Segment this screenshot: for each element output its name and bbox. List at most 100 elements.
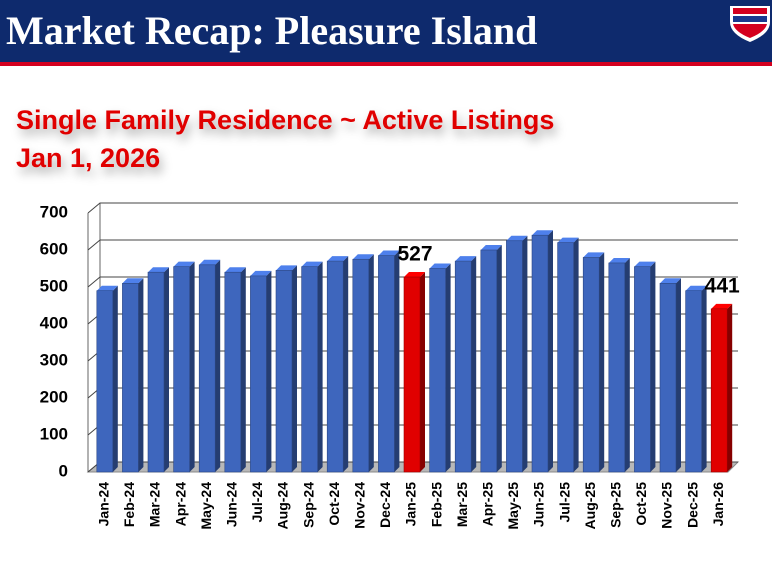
bar <box>608 262 626 473</box>
x-tick-label: Sep-25 <box>608 482 624 528</box>
bar <box>301 266 318 473</box>
y-tick-label: 600 <box>40 239 68 258</box>
x-tick-label: Jul-25 <box>556 482 572 523</box>
y-tick-label: 100 <box>40 424 68 443</box>
bar-top <box>685 285 707 291</box>
y-tick-label: 200 <box>40 387 68 406</box>
x-tick-label: May-25 <box>505 482 521 530</box>
bar <box>378 255 395 473</box>
x-tick-label: Apr-24 <box>172 482 188 527</box>
bar-top <box>378 250 400 256</box>
x-tick-label: Nov-24 <box>352 482 368 529</box>
bar <box>480 249 498 473</box>
bar <box>531 234 549 473</box>
x-tick-label: May-24 <box>198 482 214 530</box>
header-title: Market Recap: Pleasure Island <box>6 8 537 53</box>
bar <box>557 242 574 473</box>
bar-top <box>660 278 681 284</box>
x-tick-label: Apr-25 <box>480 482 496 527</box>
x-tick-label: Aug-25 <box>582 482 598 530</box>
bar-top <box>327 256 349 262</box>
x-tick-label: Dec-24 <box>377 482 393 528</box>
x-tick-label: Jan-25 <box>403 482 419 527</box>
bar <box>147 271 165 473</box>
bar <box>122 282 139 473</box>
bar-top <box>455 256 477 262</box>
bar-side <box>317 261 323 472</box>
bar-top <box>250 270 272 276</box>
bar <box>429 268 446 473</box>
bar <box>710 308 728 473</box>
bar-top <box>224 267 246 273</box>
bar-side <box>701 285 707 472</box>
y-tick-label: 300 <box>40 350 68 369</box>
bar-side <box>676 278 681 472</box>
bar-side <box>138 278 144 472</box>
bar-top <box>634 261 656 267</box>
chart-title: Single Family Residence ~ Active Listing… <box>16 105 554 135</box>
header-stripe <box>0 62 772 66</box>
y-tick-label: 500 <box>40 276 68 295</box>
y-tick-label: 700 <box>40 202 68 221</box>
x-tick-label: Oct-24 <box>326 482 342 526</box>
bar-side <box>292 265 297 472</box>
bar <box>454 260 472 473</box>
bar <box>352 258 370 473</box>
bar-top <box>532 230 553 236</box>
x-tick-label: Jan-24 <box>96 482 112 527</box>
bar <box>224 271 242 473</box>
header-band <box>0 0 772 62</box>
logo <box>730 6 770 42</box>
bar-top <box>404 272 425 278</box>
x-tick-label: Jun-24 <box>224 482 240 527</box>
bar <box>403 276 421 473</box>
bar-side <box>343 256 349 472</box>
y-tick-label: 400 <box>40 313 68 332</box>
x-tick-label: Dec-25 <box>684 482 700 528</box>
bar-side <box>522 235 528 472</box>
x-tick-label: Mar-24 <box>147 482 163 527</box>
bar <box>659 282 677 473</box>
bar <box>198 264 216 473</box>
bar-side <box>240 267 246 472</box>
bar-top <box>352 254 374 260</box>
bar-side <box>471 256 477 472</box>
bar-side <box>599 252 605 472</box>
x-tick-label: Oct-25 <box>633 482 649 526</box>
bar <box>582 257 600 473</box>
grid-line <box>87 202 738 214</box>
bar-side <box>189 261 195 472</box>
x-tick-label: Feb-24 <box>121 482 137 527</box>
bar-side <box>368 254 374 472</box>
x-tick-label: Aug-24 <box>275 482 291 530</box>
bar <box>634 266 651 473</box>
x-tick-label: Nov-25 <box>659 482 675 529</box>
bar-side <box>624 257 630 472</box>
bar-top <box>583 252 605 258</box>
x-tick-label: Feb-25 <box>428 482 444 527</box>
value-label: 441 <box>705 274 740 297</box>
bar-top <box>96 285 118 291</box>
bar-side <box>112 285 118 472</box>
bar-side <box>420 272 425 472</box>
bar-side <box>496 245 502 472</box>
bar <box>96 290 114 473</box>
bar <box>173 266 190 473</box>
bar-side <box>164 267 169 472</box>
x-tick-label: Jul-24 <box>249 482 265 523</box>
bar-side <box>215 259 221 472</box>
bar-side <box>727 303 733 472</box>
bar-top <box>173 261 195 267</box>
bar <box>250 275 267 473</box>
bar-side <box>445 263 451 472</box>
bar <box>275 270 293 473</box>
bar-top <box>429 263 451 269</box>
bar-top <box>480 245 502 250</box>
bar-side <box>650 261 656 472</box>
bar-top <box>276 265 297 271</box>
bar-top <box>148 267 169 273</box>
x-tick-label: Jan-26 <box>710 482 726 527</box>
bar-top <box>608 257 630 263</box>
